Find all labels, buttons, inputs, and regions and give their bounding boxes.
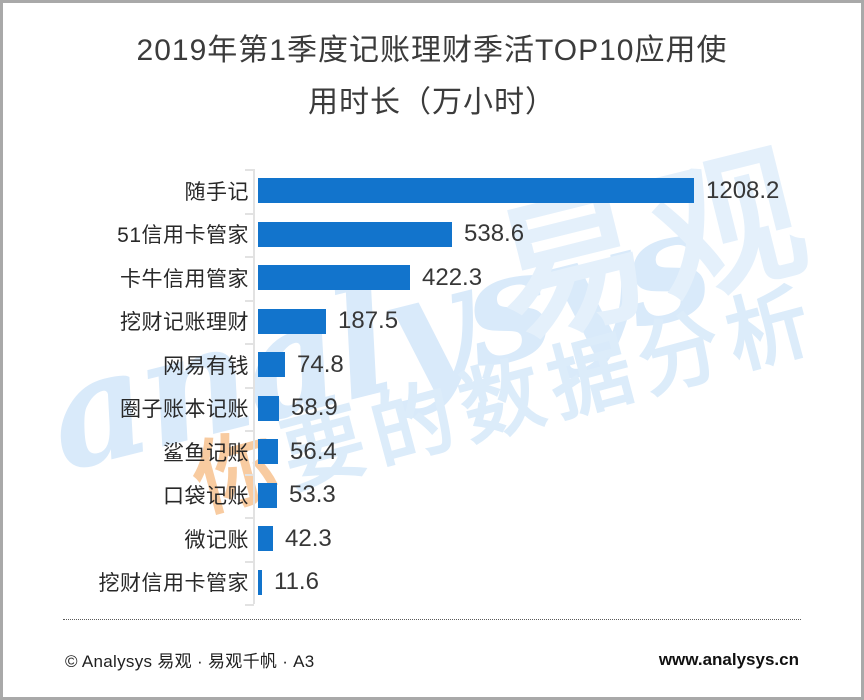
- bar-row: 鲨鱼记账 56.4: [3, 430, 861, 474]
- category-label: 鲨鱼记账: [163, 441, 249, 465]
- chart-title: 2019年第1季度记账理财季活TOP10应用使 用时长（万小时）: [3, 25, 861, 129]
- bar-row: 51信用卡管家 538.6: [3, 213, 861, 257]
- bar: [258, 221, 452, 247]
- category-label: 挖财记账理财: [120, 311, 249, 335]
- category-label: 挖财信用卡管家: [98, 572, 249, 596]
- bar-row: 挖财信用卡管家 11.6: [3, 561, 861, 605]
- chart-title-line2: 用时长（万小时）: [308, 86, 556, 119]
- bar: [258, 482, 277, 508]
- bar-chart: 随手记 1208.2 51信用卡管家 538.6 卡牛信用管家 422.3 挖财记账理财 18…: [3, 169, 861, 606]
- category-label: 微记账: [184, 528, 249, 552]
- bar-row: 随手记 1208.2: [3, 169, 861, 213]
- bar: [258, 308, 326, 334]
- axis-tick: [245, 169, 254, 171]
- bar: [258, 569, 262, 595]
- value-label: 538.6: [464, 220, 525, 248]
- chart-title-line1: 2019年第1季度记账理财季活TOP10应用使: [136, 34, 728, 67]
- footer: © Analysys 易观 · 易观千帆 · A3 www.analysys.c…: [65, 647, 799, 672]
- value-label: 58.9: [291, 394, 338, 422]
- category-label: 51信用卡管家: [117, 224, 249, 248]
- bar: [258, 439, 278, 465]
- bar: [258, 178, 694, 204]
- value-label: 11.6: [274, 568, 319, 596]
- bar: [258, 395, 279, 421]
- category-label: 口袋记账: [163, 485, 249, 509]
- bar-row: 微记账 42.3: [3, 517, 861, 561]
- bar-row: 网易有钱 74.8: [3, 343, 861, 387]
- website-text: www.analysys.cn: [658, 649, 799, 669]
- value-label: 56.4: [290, 437, 337, 465]
- copyright-text: © Analysys 易观 · 易观千帆 · A3: [65, 652, 315, 671]
- category-label: 卡牛信用管家: [120, 267, 249, 291]
- bar: [258, 526, 273, 552]
- footer-divider: [63, 619, 801, 620]
- bar: [258, 265, 410, 291]
- axis-tick: [245, 343, 254, 345]
- value-label: 422.3: [422, 263, 483, 291]
- axis-tick: [245, 213, 254, 215]
- bar-row: 挖财记账理财 187.5: [3, 300, 861, 344]
- value-label: 42.3: [285, 524, 332, 552]
- axis-tick: [245, 256, 254, 258]
- axis-tick: [245, 517, 254, 519]
- category-label: 网易有钱: [163, 354, 249, 378]
- value-label: 1208.2: [706, 176, 780, 204]
- axis-tick: [245, 387, 254, 389]
- bar-row: 圈子账本记账 58.9: [3, 387, 861, 431]
- axis-tick: [245, 474, 254, 476]
- value-label: 74.8: [297, 350, 344, 378]
- bar: [258, 352, 285, 378]
- axis-tick: [245, 604, 254, 606]
- axis-tick: [245, 300, 254, 302]
- axis-tick: [245, 561, 254, 563]
- axis-tick: [245, 430, 254, 432]
- bar-row: 卡牛信用管家 422.3: [3, 256, 861, 300]
- value-label: 187.5: [338, 307, 399, 335]
- y-axis-line: [253, 169, 255, 604]
- category-label: 圈子账本记账: [120, 398, 249, 422]
- bar-row: 口袋记账 53.3: [3, 474, 861, 518]
- value-label: 53.3: [289, 481, 336, 509]
- category-label: 随手记: [184, 180, 249, 204]
